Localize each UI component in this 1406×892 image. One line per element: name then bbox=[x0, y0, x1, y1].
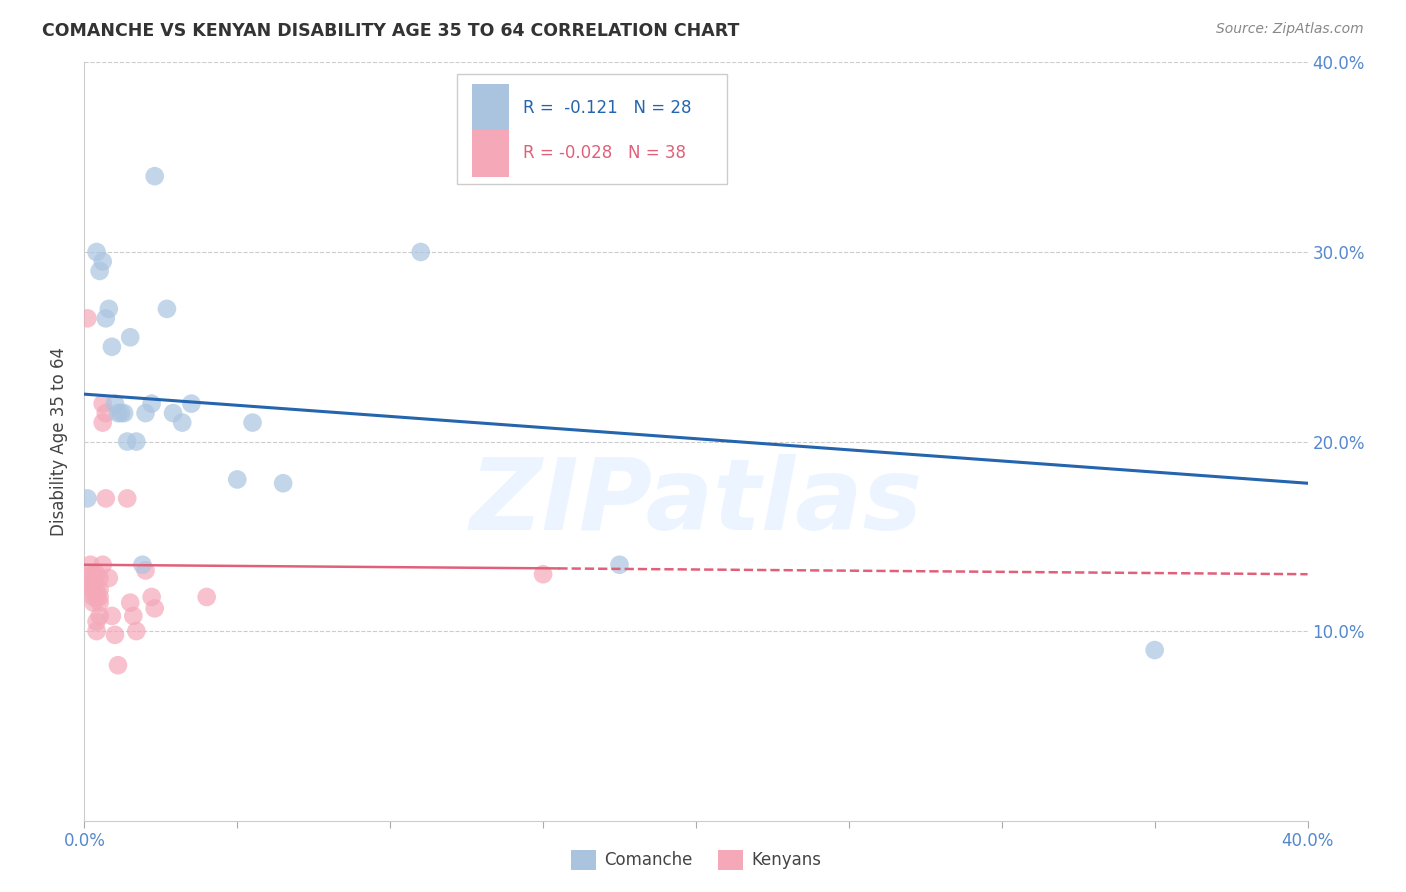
Point bbox=[86, 590, 108, 604]
Point bbox=[94, 491, 117, 506]
Point bbox=[135, 406, 157, 420]
Point bbox=[112, 406, 135, 420]
Point bbox=[107, 658, 129, 673]
Text: R = -0.028   N = 38: R = -0.028 N = 38 bbox=[523, 145, 686, 162]
FancyBboxPatch shape bbox=[472, 85, 509, 131]
Point bbox=[83, 596, 105, 610]
Point bbox=[86, 582, 108, 597]
Point bbox=[83, 590, 105, 604]
Point bbox=[143, 601, 166, 615]
Point bbox=[110, 406, 132, 420]
Point bbox=[86, 615, 108, 629]
Point bbox=[101, 340, 124, 354]
Point bbox=[89, 609, 111, 624]
Point bbox=[120, 596, 142, 610]
Point bbox=[86, 624, 108, 639]
Point bbox=[115, 491, 138, 506]
Point bbox=[104, 396, 127, 410]
Point bbox=[79, 567, 101, 582]
Point bbox=[162, 406, 184, 420]
Point bbox=[172, 416, 194, 430]
FancyBboxPatch shape bbox=[472, 130, 509, 177]
Point bbox=[115, 434, 138, 449]
Point bbox=[609, 558, 631, 572]
Point bbox=[125, 434, 148, 449]
Point bbox=[86, 567, 108, 582]
Y-axis label: Disability Age 35 to 64: Disability Age 35 to 64 bbox=[51, 347, 69, 536]
Point bbox=[89, 582, 111, 597]
Text: ZIPatlas: ZIPatlas bbox=[470, 454, 922, 550]
Point bbox=[141, 396, 163, 410]
Point bbox=[125, 624, 148, 639]
Point bbox=[83, 571, 105, 585]
Point bbox=[79, 558, 101, 572]
Point bbox=[86, 244, 108, 259]
Point bbox=[135, 564, 157, 578]
Point bbox=[122, 609, 145, 624]
Point bbox=[89, 596, 111, 610]
Point bbox=[91, 558, 114, 572]
Point bbox=[104, 628, 127, 642]
Point bbox=[76, 491, 98, 506]
Point bbox=[94, 311, 117, 326]
Point bbox=[107, 406, 129, 420]
Point bbox=[89, 264, 111, 278]
Point bbox=[83, 582, 105, 597]
Point bbox=[97, 571, 120, 585]
Text: Source: ZipAtlas.com: Source: ZipAtlas.com bbox=[1216, 22, 1364, 37]
Point bbox=[531, 567, 554, 582]
Point bbox=[120, 330, 142, 344]
Point bbox=[101, 609, 124, 624]
Point bbox=[91, 254, 114, 268]
Point bbox=[156, 301, 179, 316]
Point bbox=[226, 473, 249, 487]
Point bbox=[89, 590, 111, 604]
Point bbox=[143, 169, 166, 184]
Point bbox=[195, 590, 218, 604]
Point bbox=[79, 576, 101, 591]
Point bbox=[89, 571, 111, 585]
FancyBboxPatch shape bbox=[457, 74, 727, 184]
Point bbox=[141, 590, 163, 604]
Point bbox=[271, 476, 294, 491]
Point bbox=[1143, 643, 1166, 657]
Point bbox=[94, 406, 117, 420]
Point bbox=[91, 416, 114, 430]
Point bbox=[409, 244, 432, 259]
Point bbox=[242, 416, 264, 430]
Point bbox=[79, 582, 101, 597]
Legend: Comanche, Kenyans: Comanche, Kenyans bbox=[564, 843, 828, 877]
Point bbox=[131, 558, 153, 572]
Point bbox=[180, 396, 202, 410]
Point bbox=[76, 311, 98, 326]
Text: R =  -0.121   N = 28: R = -0.121 N = 28 bbox=[523, 99, 692, 117]
Point bbox=[83, 567, 105, 582]
Point bbox=[91, 396, 114, 410]
Point bbox=[97, 301, 120, 316]
Text: COMANCHE VS KENYAN DISABILITY AGE 35 TO 64 CORRELATION CHART: COMANCHE VS KENYAN DISABILITY AGE 35 TO … bbox=[42, 22, 740, 40]
